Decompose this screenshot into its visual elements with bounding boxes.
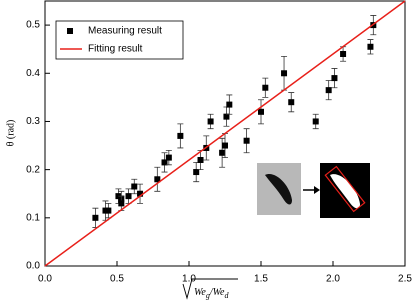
data-point [288, 99, 295, 106]
data-point [219, 149, 226, 156]
data-point [193, 169, 200, 176]
data-point [331, 75, 338, 82]
data-point [222, 142, 228, 149]
inset-box [324, 165, 366, 213]
data-point [243, 137, 250, 144]
inset: θ [257, 163, 370, 218]
plot-frame [44, 0, 406, 267]
x-tick-label: 1.5 [254, 274, 268, 285]
x-tick-label: 1.0 [182, 274, 196, 285]
x-axis-label: Weg/Wed [194, 287, 230, 300]
x-label-radical [182, 278, 238, 300]
data-point [258, 108, 264, 115]
y-tick-label: 0.4 [26, 68, 40, 79]
y-tick-label: 0.5 [26, 20, 40, 31]
data-point [137, 190, 144, 197]
data-point [118, 200, 125, 207]
data-point [325, 87, 332, 94]
data-point [207, 118, 214, 125]
data-point [262, 84, 269, 91]
legend-label: Measuring result [88, 26, 162, 37]
inset-leaf [265, 174, 292, 205]
y-tick-label: 0.1 [26, 212, 40, 223]
legend-marker [67, 28, 73, 34]
x-tick-label: 0.0 [38, 274, 52, 285]
data-point [154, 176, 161, 183]
data-point [197, 157, 204, 163]
inset-shape [330, 174, 360, 209]
x-tick-label: 2.5 [398, 274, 412, 285]
x-label-part: We [194, 287, 206, 298]
fit-line [44, 0, 406, 267]
data-point [340, 51, 347, 57]
y-axis-label: θ (rad) [5, 120, 16, 147]
data-point [165, 154, 172, 161]
x-label-part: g [206, 291, 210, 300]
y-tick-label: 0.0 [26, 261, 40, 272]
data-point [161, 159, 168, 166]
legend-label: Fitting result [88, 44, 143, 55]
data-point [281, 70, 288, 77]
data-point [223, 113, 230, 120]
data-point [177, 132, 184, 139]
y-tick-label: 0.3 [26, 116, 40, 127]
inset-label: θ [363, 175, 368, 186]
x-label-part: /We [209, 287, 225, 298]
legend [55, 20, 184, 60]
inset-arrowhead [314, 186, 320, 194]
data-point [125, 193, 132, 200]
x-label-part: d [225, 291, 230, 300]
x-tick-label: 2.0 [326, 274, 340, 285]
data-point [226, 101, 233, 108]
data-point [312, 118, 319, 125]
data-point [105, 207, 112, 214]
y-tick-label: 0.2 [26, 164, 40, 175]
data-point [92, 214, 99, 221]
x-tick-label: 0.5 [110, 274, 124, 285]
data-point [367, 43, 374, 50]
data-point [131, 183, 138, 190]
